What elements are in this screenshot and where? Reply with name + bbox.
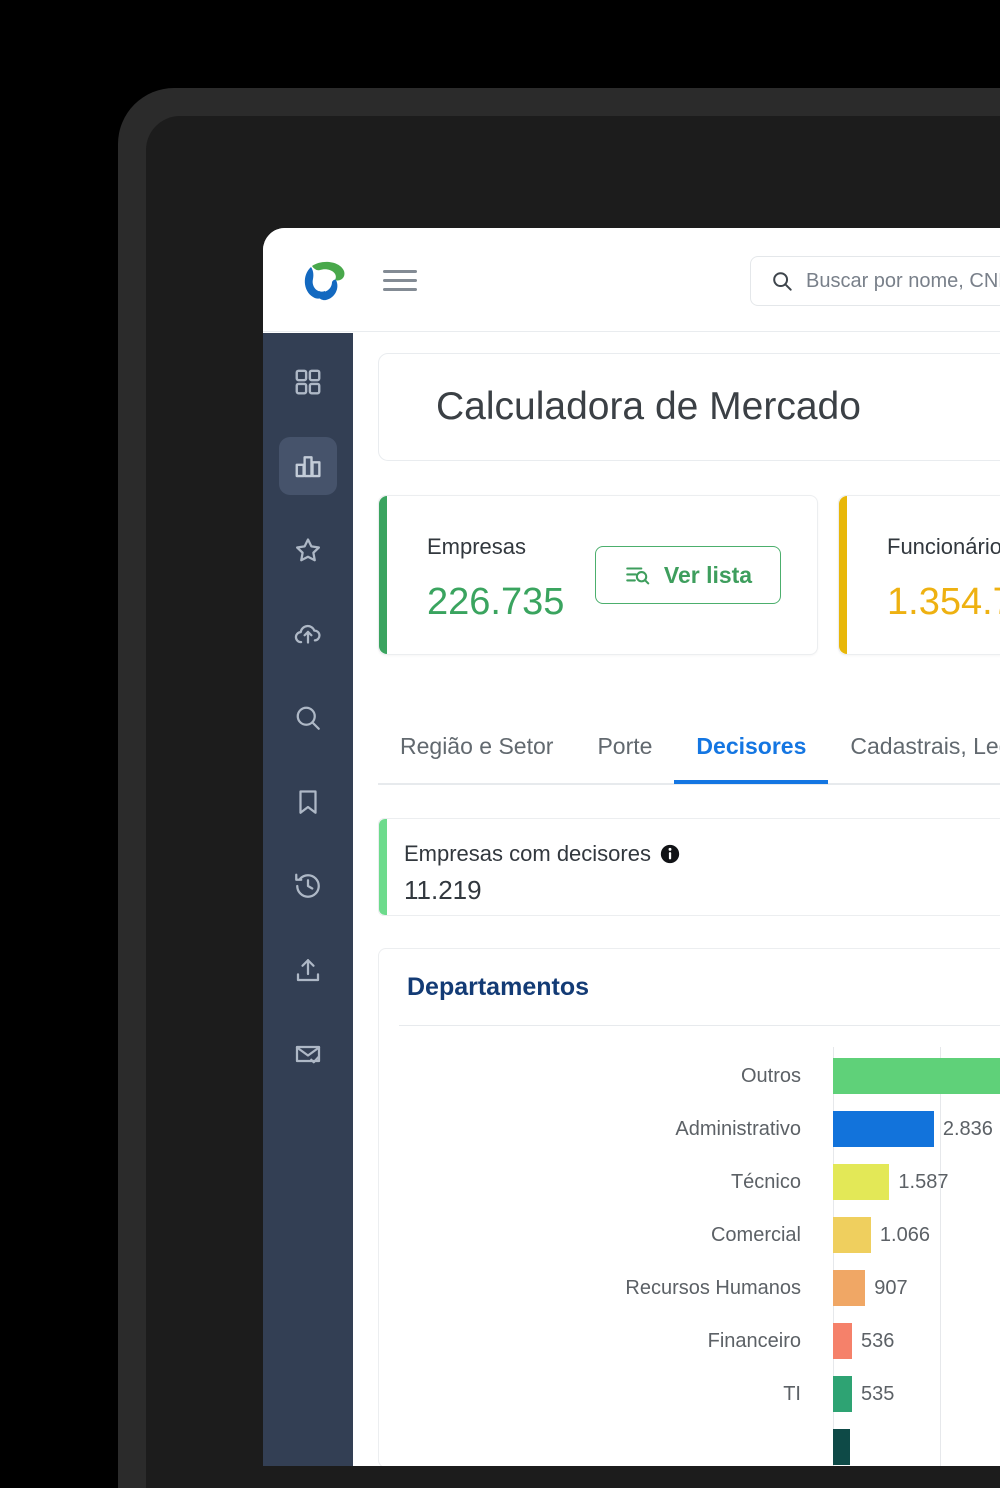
chart-category-label: Outros (740, 1065, 801, 1087)
chart-bar[interactable] (833, 1217, 871, 1253)
decisores-label-text: Empresas com decisores (404, 841, 651, 866)
tab-porte[interactable]: Porte (597, 733, 653, 759)
tab-cadastrais-legais-e-tributarios[interactable]: Cadastrais, Legais e tributários (850, 733, 1000, 759)
chart-bar[interactable] (833, 1376, 853, 1412)
chart-plot-area: Outros8.238 Administrativo 2.836 Técnico 1.5… (379, 1047, 1000, 1466)
chart-category-label: Técnico (730, 1171, 801, 1193)
chart-bar-row: Administrativo 2.836 (379, 1108, 1000, 1150)
bookmark-icon (299, 790, 317, 814)
chart-value-label: 535 (861, 1383, 895, 1405)
empresas-label: Empresas (427, 534, 526, 560)
chart-value-label: 1.066 (879, 1224, 930, 1246)
search-input-placeholder: Buscar por nome, CNPJ ou telefone (806, 269, 1000, 292)
grid-icon (295, 369, 321, 395)
empresas-value: 226.735 (427, 581, 565, 623)
chart-gridline (939, 1047, 941, 1466)
chart-category-label: Administrativo (675, 1118, 801, 1140)
card-accent-bar (379, 819, 387, 915)
decisores-label: Empresas com decisores (404, 841, 680, 867)
empresas-label-text: Empresas (427, 534, 527, 559)
upload-icon (296, 959, 320, 982)
info-icon[interactable] (660, 844, 680, 864)
departamentos-chart-panel: Departamentos Outros8.238 Administrativo 2… (378, 948, 1000, 1466)
sidebar-item-history[interactable] (279, 857, 337, 915)
chart-bar-row: Financeiro 536 (379, 1320, 1000, 1362)
decisores-value: 11.219 (404, 875, 482, 905)
sidebar-item-dashboard[interactable] (279, 353, 337, 411)
chart-bar-row: Recursos Humanos 907 (379, 1267, 1000, 1309)
ver-lista-button[interactable]: Ver lista (595, 546, 781, 604)
chart-bar[interactable] (833, 1270, 866, 1306)
app-screen: Buscar por nome, CNPJ ou telefone (263, 228, 1000, 1466)
funcionarios-label: Funcionários (887, 534, 1000, 560)
funcionarios-value: 1.354.712 (887, 581, 1000, 623)
stat-card-funcionarios: Funcionários 1.354.712 (838, 495, 1000, 655)
chart-bar-row: Outros8.238 (379, 1055, 1000, 1097)
sidebar-item-bookmarks[interactable] (279, 773, 337, 831)
sidebar-item-analytics[interactable] (279, 437, 337, 495)
card-accent-bar (379, 496, 387, 654)
chart-category-label: Recursos Humanos (625, 1277, 801, 1299)
tab-regiao-e-setor[interactable]: Região e Setor (400, 733, 554, 759)
ver-lista-label: Ver lista (663, 561, 753, 588)
chart-bar-row: Técnico 1.587 (379, 1161, 1000, 1203)
search-input[interactable]: Buscar por nome, CNPJ ou telefone (750, 256, 1000, 306)
chart-gridline (833, 1047, 834, 1466)
page-title: Calculadora de Mercado (436, 385, 861, 428)
logo-icon[interactable] (298, 258, 350, 304)
tab-decisores[interactable]: Decisores (674, 723, 829, 784)
search-icon (296, 706, 320, 730)
chart-value-label: 2.836 (942, 1118, 993, 1140)
hamburger-menu-icon[interactable] (383, 270, 417, 294)
list-search-icon (626, 567, 650, 585)
bar-chart-icon (295, 456, 321, 478)
chart-value-label: 1.587 (898, 1171, 949, 1193)
chart-bar[interactable] (833, 1323, 853, 1359)
chart-bar[interactable] (833, 1164, 890, 1200)
sidebar-nav (263, 333, 353, 1466)
chart-bar-row: TI 535 (379, 1373, 1000, 1415)
hamburger-line (383, 279, 417, 282)
card-accent-bar (839, 496, 847, 654)
chart-bar[interactable] (833, 1111, 934, 1147)
search-icon (773, 272, 792, 291)
tab-bar: Região e Setor Porte Decisores Cadastrai… (378, 723, 1000, 785)
history-icon (295, 873, 320, 898)
top-bar: Buscar por nome, CNPJ ou telefone (263, 228, 1000, 332)
page-title-card: Calculadora de Mercado (378, 353, 1000, 461)
cloud-upload-icon (294, 624, 321, 644)
chart-bar-row (379, 1426, 1000, 1466)
chart-category-label: TI (783, 1383, 801, 1405)
chart-value-label: 536 (861, 1330, 895, 1352)
sidebar-item-search[interactable] (279, 689, 337, 747)
sidebar-item-favorites[interactable] (279, 521, 337, 579)
decisores-summary-card: Empresas com decisores 11.219 (378, 818, 1000, 916)
chart-category-label: Financeiro (707, 1330, 801, 1352)
mail-check-icon (295, 1045, 321, 1064)
sidebar-item-cloud-upload[interactable] (279, 605, 337, 663)
sidebar-item-mail[interactable] (279, 1025, 337, 1083)
chart-divider (399, 1025, 1000, 1026)
chart-bar[interactable] (833, 1058, 1000, 1094)
star-icon (296, 538, 320, 562)
chart-value-label: 907 (874, 1277, 908, 1299)
hamburger-line (383, 270, 417, 273)
hamburger-line (383, 288, 417, 291)
chart-bar[interactable] (833, 1429, 851, 1465)
device-frame: Buscar por nome, CNPJ ou telefone (118, 88, 1000, 1488)
sidebar-item-import[interactable] (279, 941, 337, 999)
chart-bar-row: Comercial 1.066 (379, 1214, 1000, 1256)
main-content: Calculadora de Mercado Empresas 226.735 (353, 333, 1000, 1466)
funcionarios-label-text: Funcionários (887, 534, 1000, 559)
stat-card-empresas: Empresas 226.735 Ver lista (378, 495, 818, 655)
chart-category-label: Comercial (710, 1224, 801, 1246)
chart-title: Departamentos (407, 973, 589, 1001)
